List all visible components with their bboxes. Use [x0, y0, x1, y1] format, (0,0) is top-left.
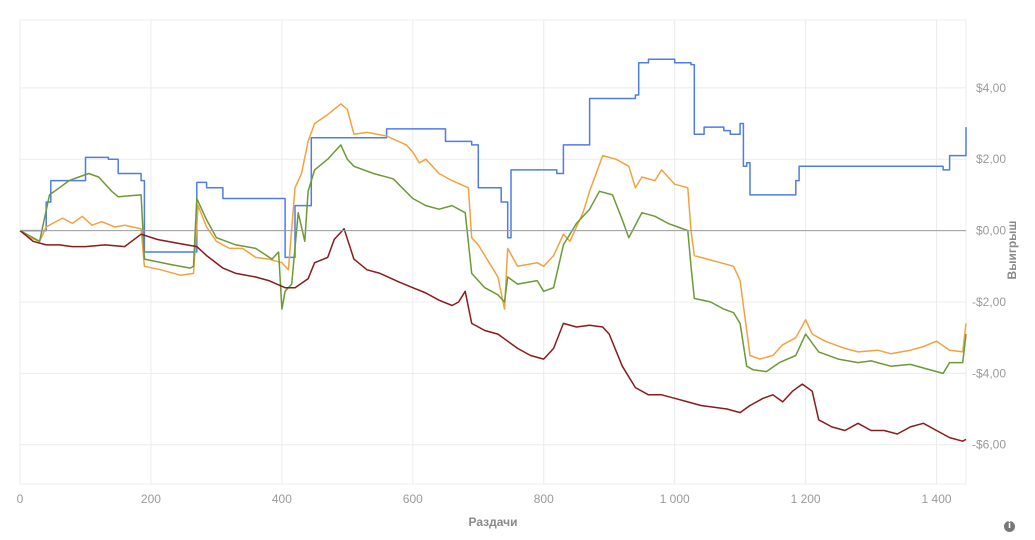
x-tick-label: 800: [534, 492, 554, 506]
series-line-1: [20, 58, 967, 259]
series-layer: [19, 58, 967, 442]
info-icon[interactable]: i: [1004, 521, 1015, 532]
y-tick-label: $2,00: [976, 152, 1006, 166]
y-tick-label: $4,00: [976, 81, 1006, 95]
x-axis-ticks: 0 200 400 600 800 1 000 1 200 1 400: [17, 492, 952, 506]
x-tick-label: 1 200: [791, 492, 821, 506]
y-tick-label: -$6,00: [972, 438, 1006, 452]
x-tick-label: 600: [403, 492, 423, 506]
x-axis-title: Раздачи: [469, 515, 518, 529]
x-tick-label: 0: [17, 492, 24, 506]
y-tick-label: -$4,00: [972, 366, 1006, 380]
series-line-3: [19, 144, 967, 375]
y-axis-ticks: $4,00 $2,00 $0,00 -$2,00 -$4,00 -$6,00: [972, 81, 1006, 452]
grid-lines: [19, 19, 967, 485]
series-line-2: [19, 103, 967, 360]
y-tick-label: -$2,00: [972, 295, 1006, 309]
x-tick-label: 1 400: [922, 492, 952, 506]
x-tick-label: 400: [272, 492, 292, 506]
y-tick-label: $0,00: [976, 224, 1006, 238]
series-line-4: [19, 228, 967, 442]
x-tick-label: 1 000: [660, 492, 690, 506]
x-tick-label: 200: [141, 492, 161, 506]
y-axis-title: Выигрыш: [1005, 221, 1019, 280]
